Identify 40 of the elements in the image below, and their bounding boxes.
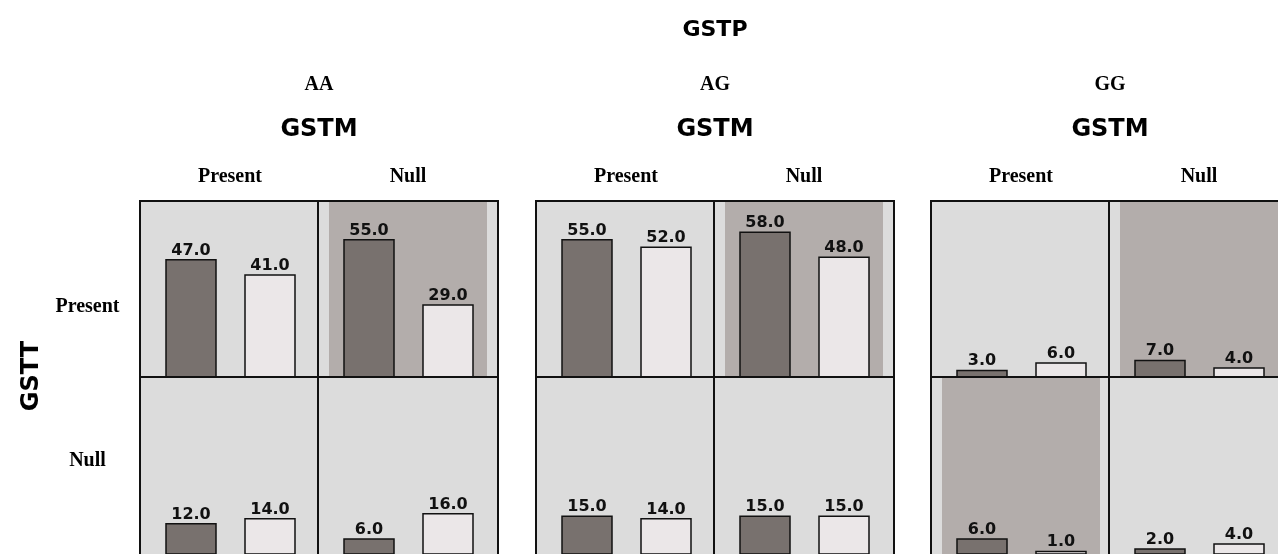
text: GSTM: [279, 114, 359, 142]
data-label: 15.0: [824, 496, 864, 516]
data-label: 2.0: [1145, 528, 1175, 548]
text: GG: [1093, 72, 1127, 95]
data-label: 29.0: [428, 285, 468, 305]
chart-title: Present: [196, 164, 264, 187]
data-label: 15.0: [745, 496, 785, 516]
data-label: 14.0: [646, 498, 686, 518]
chart-title: Null: [784, 164, 824, 187]
data-label: 55.0: [567, 219, 607, 239]
data-label: 6.0: [967, 518, 997, 538]
data-label: 6.0: [354, 518, 384, 538]
chart-title: Present: [987, 164, 1055, 187]
text: GSTP: [681, 16, 749, 41]
y-axis-title: Null: [68, 448, 107, 471]
text: GSTT: [16, 339, 44, 414]
data-label: 14.0: [250, 498, 290, 518]
text: GSTM: [675, 114, 755, 142]
data-label: 4.0: [1224, 523, 1254, 543]
data-label: 48.0: [824, 237, 864, 257]
data-label: 47.0: [171, 239, 211, 259]
data-label: 6.0: [1046, 342, 1076, 362]
data-label: 1.0: [1046, 531, 1076, 551]
data-label: 15.0: [567, 496, 607, 516]
text: AA: [303, 72, 335, 95]
data-label: 55.0: [349, 219, 389, 239]
data-label: 7.0: [1145, 340, 1175, 360]
text: GSTM: [1070, 114, 1150, 142]
data-label: 52.0: [646, 227, 686, 247]
data-label: 4.0: [1224, 347, 1254, 367]
chart-title: Null: [1179, 164, 1219, 187]
chart-title: Null: [388, 164, 428, 187]
text: AG: [699, 72, 731, 95]
y-axis-title: Present: [54, 294, 121, 317]
data-label: 3.0: [967, 350, 997, 370]
data-label: 41.0: [250, 254, 290, 274]
data-label: 12.0: [171, 503, 211, 523]
chart-title: Present: [592, 164, 660, 187]
data-label: 16.0: [428, 493, 468, 513]
data-label: 58.0: [745, 212, 785, 232]
